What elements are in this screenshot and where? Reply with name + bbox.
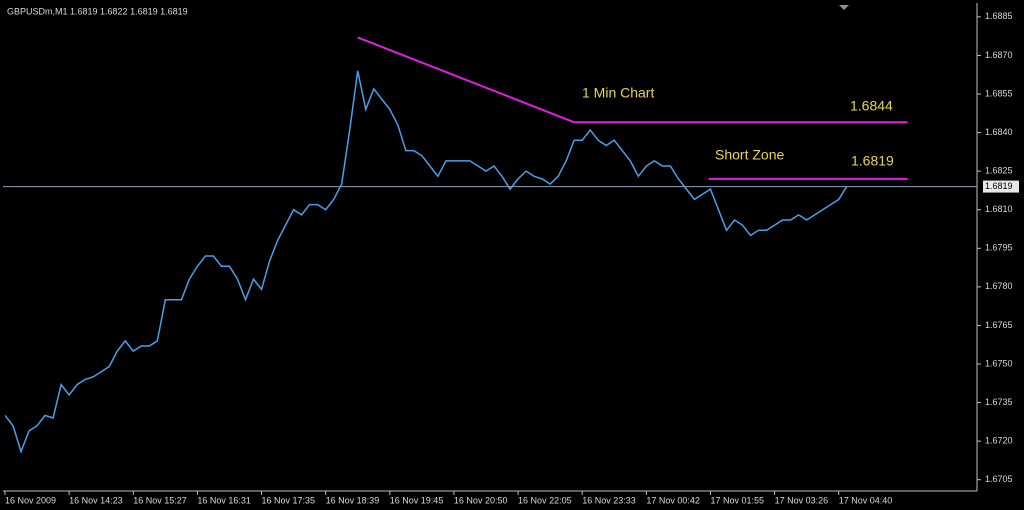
annotation: 1 Min Chart	[582, 85, 654, 101]
x-tick-label: 16 Nov 2009	[5, 495, 56, 505]
y-tick-label: 1.6885	[985, 11, 1013, 21]
x-tick-label: 16 Nov 18:39	[326, 495, 380, 505]
x-tick-label: 16 Nov 16:31	[197, 495, 251, 505]
x-tick-label: 17 Nov 00:42	[646, 495, 700, 505]
x-tick-label: 16 Nov 23:33	[582, 495, 636, 505]
annotation: Short Zone	[715, 147, 784, 163]
x-tick-label: 16 Nov 22:05	[518, 495, 572, 505]
chart-title: GBPUSDm,M1 1.6819 1.6822 1.6819 1.6819	[7, 6, 188, 16]
y-tick-label: 1.6840	[985, 127, 1013, 137]
current-price-box	[983, 180, 1019, 193]
y-tick-label: 1.6870	[985, 50, 1013, 60]
x-tick-label: 16 Nov 19:45	[390, 495, 444, 505]
y-tick-label: 1.6810	[985, 204, 1013, 214]
x-tick-label: 16 Nov 17:35	[262, 495, 316, 505]
y-tick-label: 1.6780	[985, 281, 1013, 291]
trend-line	[357, 36, 575, 124]
y-tick-label: 1.6855	[985, 88, 1013, 98]
shift-marker	[839, 5, 849, 10]
annotation: 1.6844	[850, 98, 893, 114]
y-tick-label: 1.6825	[985, 166, 1013, 176]
y-tick-label: 1.6720	[985, 436, 1013, 446]
x-tick-label: 16 Nov 15:27	[133, 495, 187, 505]
x-tick-label: 17 Nov 04:40	[839, 495, 893, 505]
y-tick-label: 1.6795	[985, 243, 1013, 253]
annotation: 1.6819	[851, 153, 894, 169]
y-tick-label: 1.6765	[985, 320, 1013, 330]
x-tick-label: 16 Nov 14:23	[69, 495, 123, 505]
x-tick-label: 16 Nov 20:50	[454, 495, 508, 505]
y-tick-label: 1.6750	[985, 358, 1013, 368]
x-tick-label: 17 Nov 01:55	[710, 495, 764, 505]
x-tick-label: 17 Nov 03:26	[775, 495, 829, 505]
y-tick-label: 1.6705	[985, 474, 1013, 484]
price-line	[4, 70, 848, 454]
current-price-label: 1.6819	[985, 181, 1013, 191]
y-tick-label: 1.6735	[985, 397, 1013, 407]
